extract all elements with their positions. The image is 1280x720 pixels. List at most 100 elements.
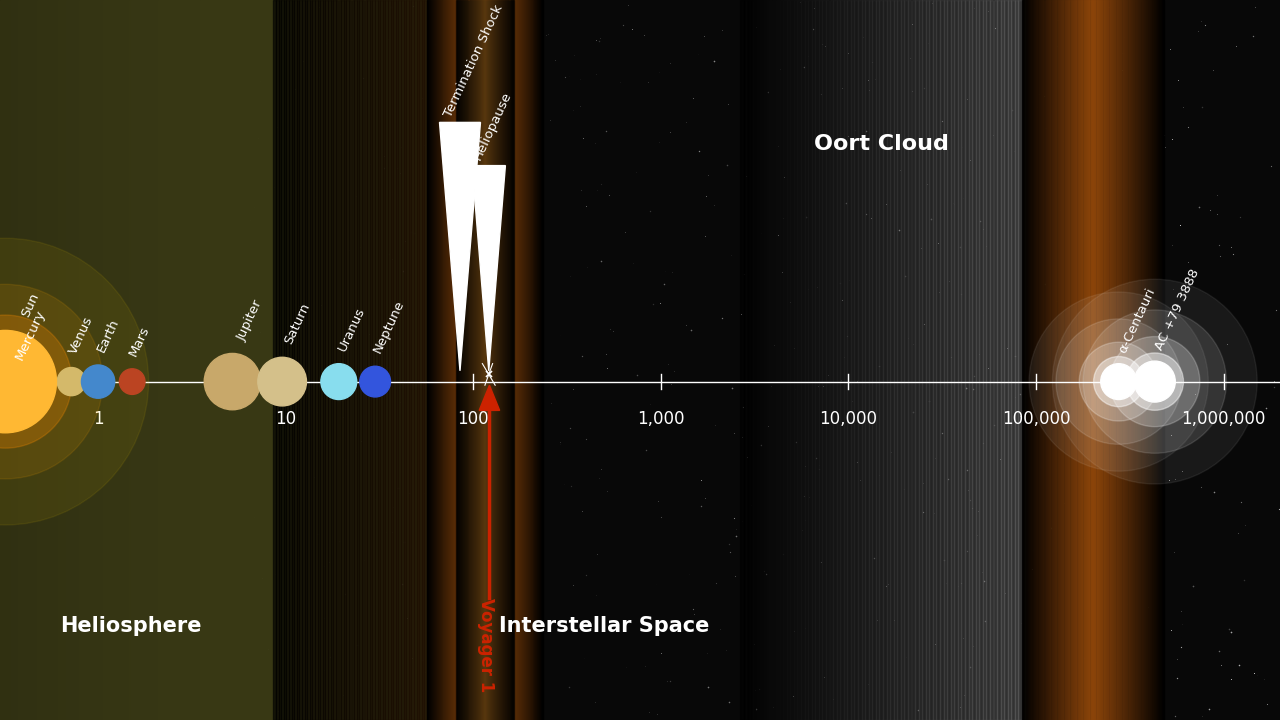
Bar — [397, 0, 401, 720]
Bar — [512, 0, 516, 720]
Bar — [919, 0, 922, 720]
Bar — [40, 0, 44, 720]
Bar — [163, 0, 166, 720]
Bar — [312, 0, 316, 720]
Bar — [192, 0, 196, 720]
Bar — [229, 0, 233, 720]
Bar — [957, 0, 961, 720]
Bar — [420, 0, 422, 720]
Bar — [18, 0, 22, 720]
Bar — [150, 0, 154, 720]
Bar — [205, 0, 209, 720]
Bar — [370, 0, 372, 720]
Bar — [321, 0, 325, 720]
Bar — [328, 0, 330, 720]
Bar — [63, 0, 67, 720]
Bar — [407, 0, 411, 720]
Bar — [289, 0, 293, 720]
Bar — [197, 0, 201, 720]
Bar — [339, 0, 343, 720]
Bar — [13, 0, 17, 720]
Bar — [389, 0, 393, 720]
Bar — [302, 0, 305, 720]
Ellipse shape — [1101, 364, 1137, 400]
Bar — [294, 0, 298, 720]
Bar — [379, 0, 383, 720]
Bar — [352, 0, 355, 720]
Bar — [855, 0, 858, 720]
Ellipse shape — [1029, 292, 1208, 471]
Bar — [415, 0, 419, 720]
Bar — [244, 0, 248, 720]
Bar — [0, 0, 4, 720]
Bar — [367, 0, 372, 720]
Bar — [147, 0, 151, 720]
Text: Mars: Mars — [127, 323, 152, 358]
Bar — [110, 0, 114, 720]
Bar — [207, 0, 211, 720]
Ellipse shape — [0, 330, 56, 433]
Bar — [486, 0, 490, 720]
Bar — [310, 0, 312, 720]
Text: Saturn: Saturn — [283, 301, 312, 346]
Bar — [195, 0, 198, 720]
Bar — [297, 0, 301, 720]
Bar — [250, 0, 253, 720]
Bar — [58, 0, 61, 720]
Ellipse shape — [1079, 342, 1158, 421]
Bar — [951, 0, 955, 720]
Bar — [357, 0, 361, 720]
Bar — [50, 0, 54, 720]
Bar — [847, 0, 851, 720]
Bar — [887, 0, 890, 720]
Bar — [499, 0, 503, 720]
Text: 1,000: 1,000 — [637, 410, 685, 428]
Bar — [372, 0, 375, 720]
Bar — [408, 0, 411, 720]
Bar — [47, 0, 51, 720]
Bar — [287, 0, 291, 720]
Bar — [142, 0, 146, 720]
Bar — [969, 0, 972, 720]
Bar — [332, 0, 335, 720]
Bar — [751, 0, 755, 720]
Bar — [905, 0, 908, 720]
Bar — [783, 0, 787, 720]
Bar — [780, 0, 783, 720]
Bar — [157, 0, 161, 720]
Bar — [428, 0, 430, 720]
Bar — [861, 0, 865, 720]
Bar — [897, 0, 901, 720]
Bar — [320, 0, 323, 720]
Bar — [326, 0, 330, 720]
Bar — [402, 0, 406, 720]
Bar — [362, 0, 365, 720]
Bar — [431, 0, 435, 720]
Bar — [901, 0, 905, 720]
Bar — [1015, 0, 1019, 720]
Bar — [492, 0, 495, 720]
Bar — [218, 0, 221, 720]
Bar — [925, 0, 929, 720]
Ellipse shape — [1110, 336, 1199, 427]
Bar — [375, 0, 378, 720]
Bar — [287, 0, 289, 720]
Bar — [390, 0, 393, 720]
Bar — [933, 0, 937, 720]
Bar — [965, 0, 969, 720]
Bar — [294, 0, 297, 720]
Bar — [357, 0, 360, 720]
Bar — [521, 0, 525, 720]
Bar — [937, 0, 940, 720]
Bar — [220, 0, 225, 720]
Bar — [417, 0, 422, 720]
Bar — [1021, 0, 1025, 720]
Bar — [115, 0, 119, 720]
Bar — [307, 0, 310, 720]
Polygon shape — [439, 122, 480, 371]
Bar — [108, 0, 111, 720]
Bar — [262, 0, 266, 720]
Bar — [403, 0, 406, 720]
Bar — [471, 0, 475, 720]
Bar — [10, 0, 14, 720]
